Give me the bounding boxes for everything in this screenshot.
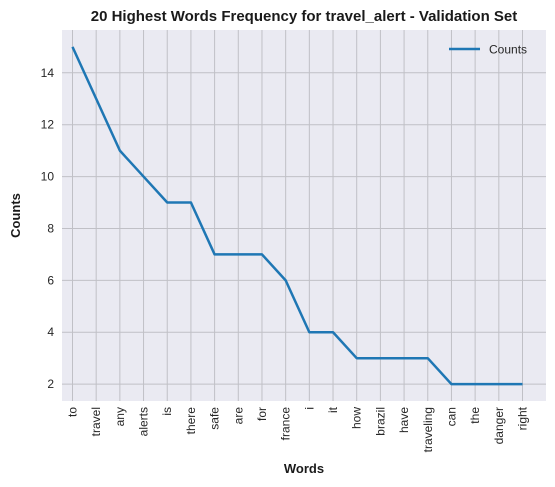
x-tick-label: are [231,407,245,425]
y-tick-label: 4 [47,325,54,339]
x-tick-label: right [516,406,530,430]
x-tick-label: there [184,407,198,435]
x-tick-label: the [468,407,482,424]
legend: Counts [449,43,527,57]
legend-label: Counts [489,43,527,57]
grid-lines [62,30,546,401]
x-tick-label: for [255,407,269,421]
y-axis-label: Counts [8,193,23,238]
x-tick-label: have [397,407,411,433]
y-tick-label: 2 [47,377,54,391]
x-tick-label: safe [208,407,222,430]
y-tick-label: 10 [41,170,55,184]
x-tick-label: brazil [373,407,387,436]
x-tick-label: is [160,407,174,416]
x-tick-label: i [302,407,316,410]
x-tick-label: it [326,406,340,413]
x-tick-label: traveling [421,407,435,452]
y-tick-label: 14 [41,66,55,80]
x-tick-label: danger [492,407,506,444]
x-tick-label: travel [89,407,103,436]
y-tick-label: 12 [41,118,55,132]
x-tick-label: any [113,407,127,426]
x-tick-label: france [279,407,293,441]
x-tick-label: alerts [137,407,151,436]
x-tick-label: to [66,407,80,417]
x-axis-label: Words [284,461,324,476]
x-axis-ticks: to travel any alerts is there safe are for france… [66,406,530,452]
x-tick-label: how [350,407,364,429]
y-tick-label: 6 [47,273,54,287]
x-tick-label: can [444,407,458,426]
y-axis-ticks: 2 4 6 8 10 12 14 [41,66,55,391]
plot-area [62,30,546,401]
y-tick-label: 8 [47,221,54,235]
chart-title: 20 Highest Words Frequency for travel_al… [91,8,518,25]
series-layer [71,46,523,386]
series-line-counts [71,46,523,386]
